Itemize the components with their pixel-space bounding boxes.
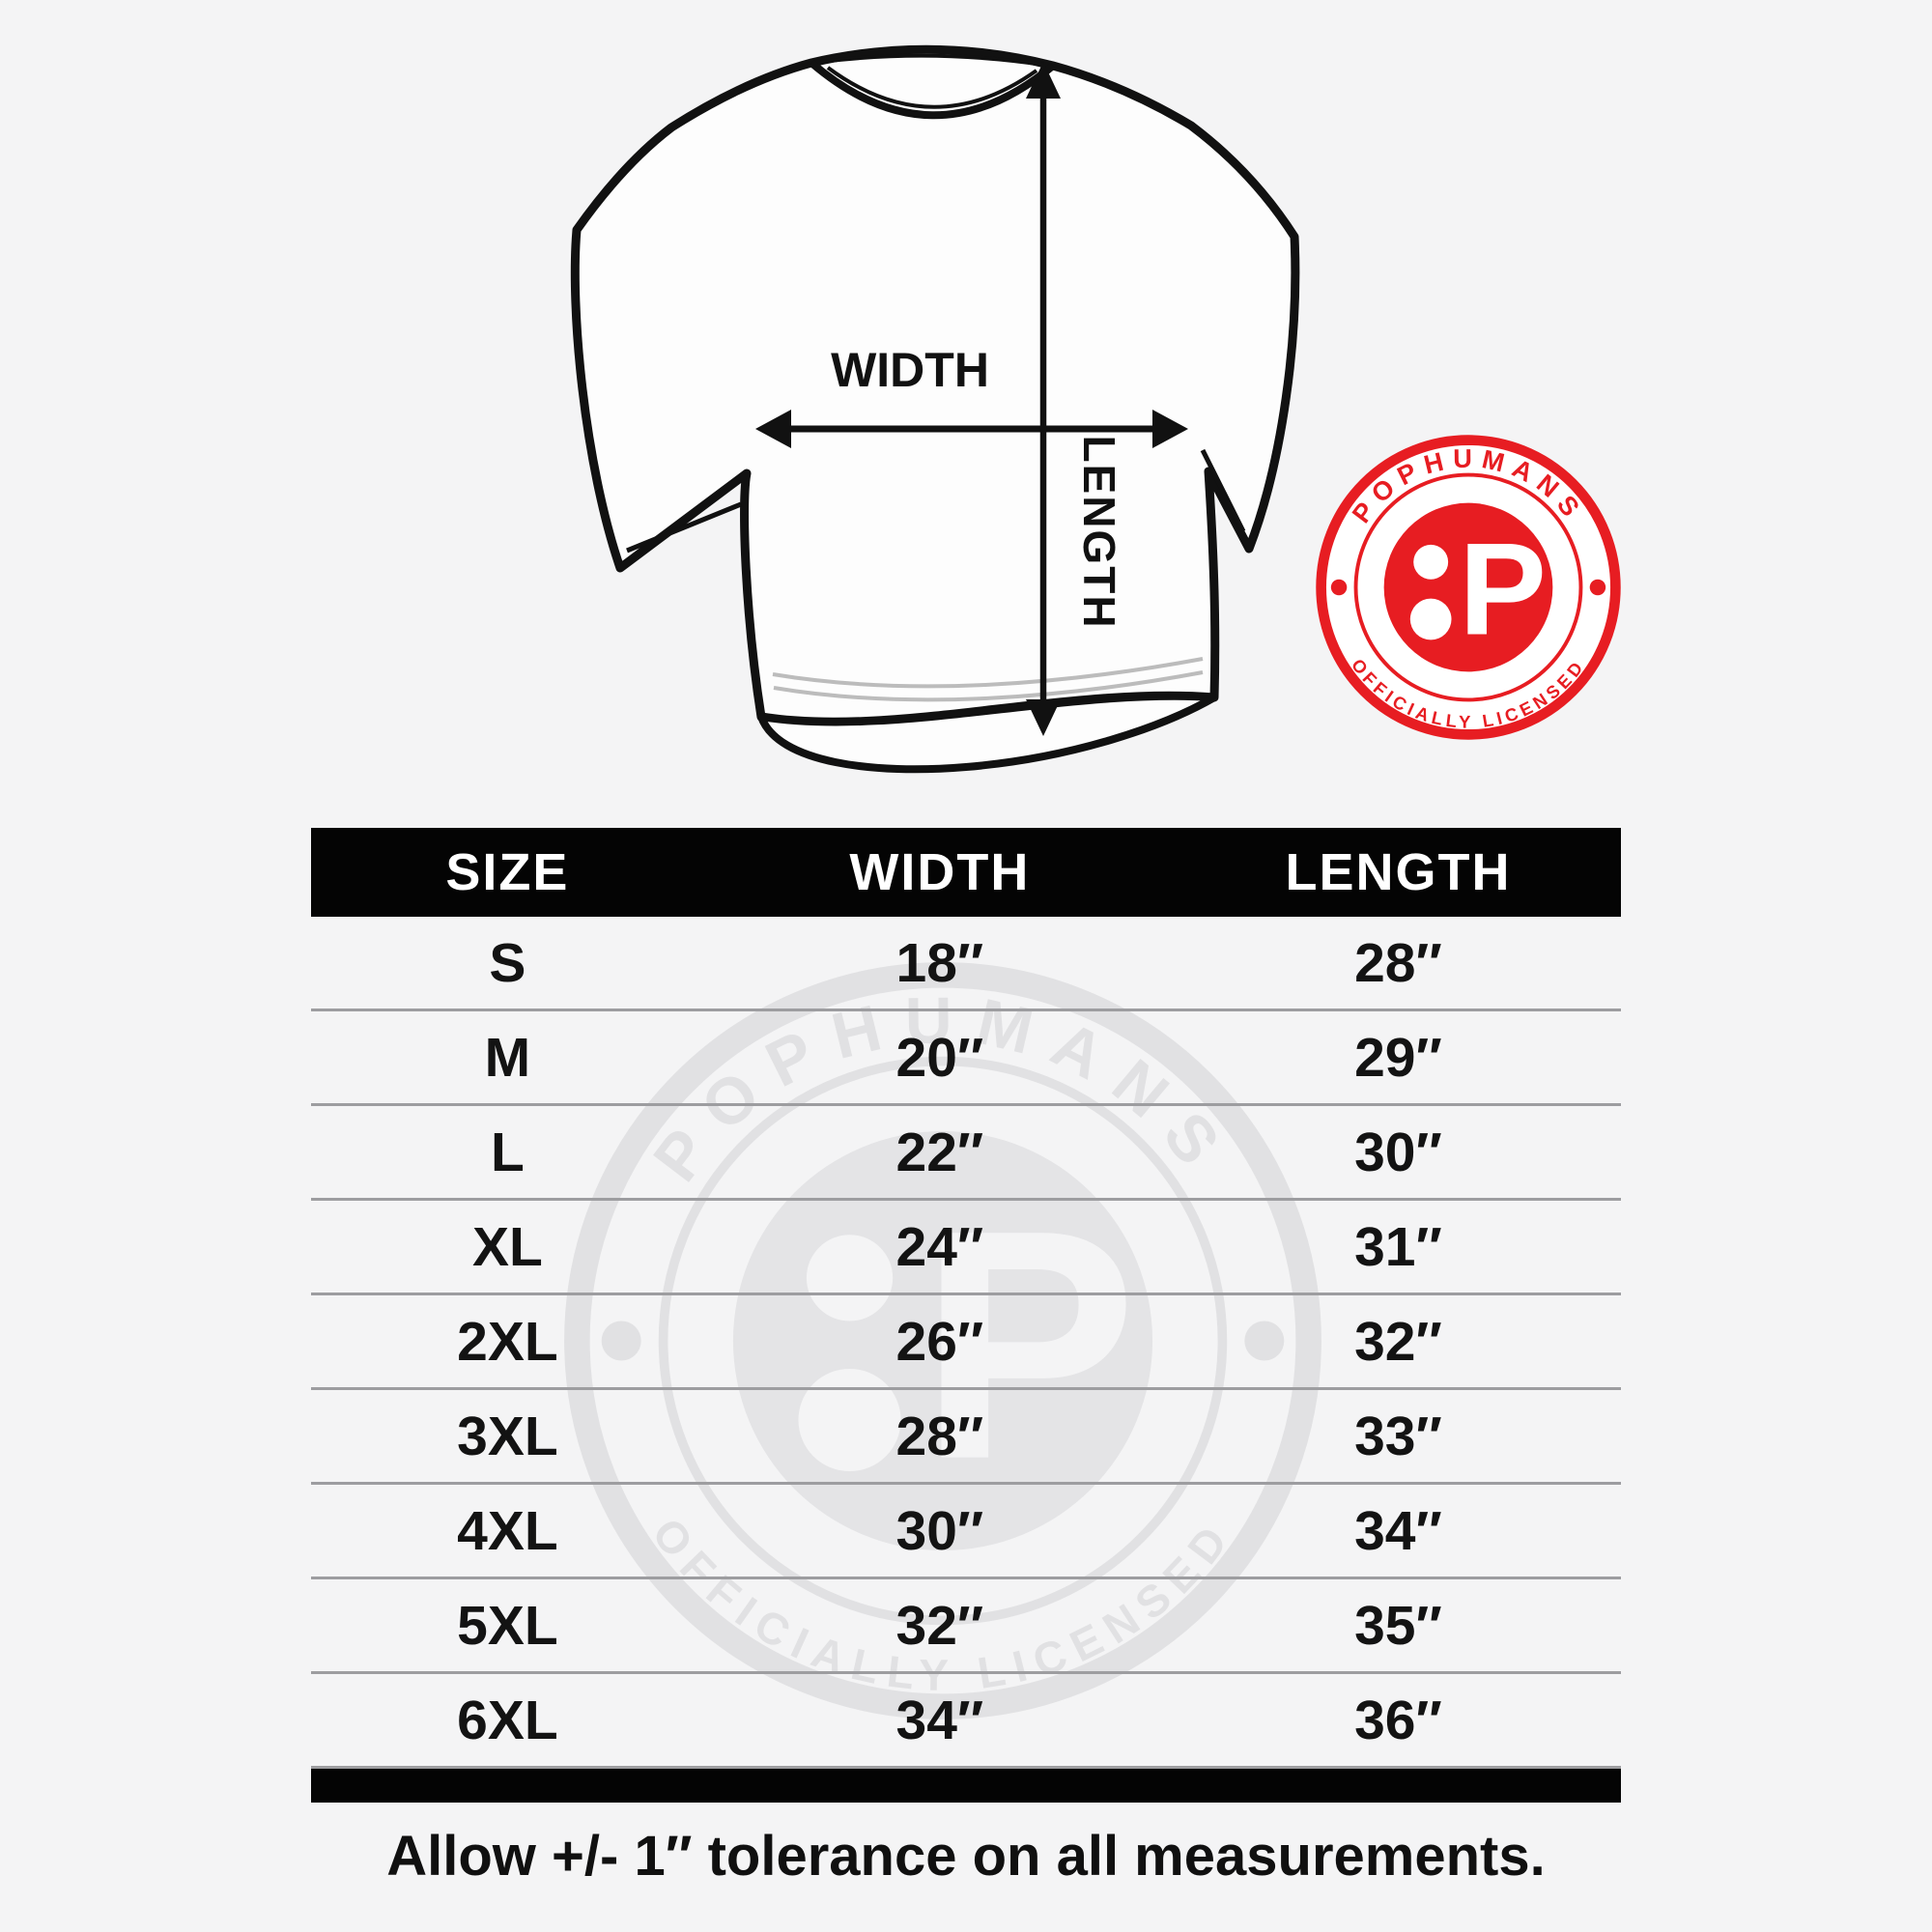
- length-cell: 36″: [1354, 1689, 1442, 1751]
- size-cell: M: [484, 1026, 531, 1089]
- width-cell: 18″: [895, 931, 984, 994]
- size-table-header: SIZE WIDTH LENGTH: [311, 828, 1621, 917]
- width-cell: 30″: [895, 1499, 984, 1562]
- width-cell: 34″: [895, 1689, 984, 1751]
- length-cell: 32″: [1354, 1310, 1442, 1373]
- length-cell: 28″: [1354, 931, 1442, 994]
- table-row: 3XL 28″ 33″: [311, 1390, 1621, 1485]
- length-measure-label: LENGTH: [1074, 435, 1124, 629]
- badge-colon-dot-bottom: [1409, 598, 1452, 640]
- watermark-inner-ring: [658, 1056, 1228, 1626]
- size-cell: XL: [471, 1215, 543, 1278]
- length-cell: 30″: [1354, 1121, 1442, 1183]
- size-cell: 2XL: [457, 1310, 558, 1373]
- watermark-monogram: P: [920, 1162, 1137, 1527]
- badge-inner-ring: [1353, 472, 1583, 702]
- length-cell: 33″: [1354, 1405, 1442, 1467]
- collar-ribbing: [820, 53, 1044, 109]
- table-row: L 22″ 30″: [311, 1106, 1621, 1201]
- size-cell: L: [490, 1121, 525, 1183]
- collar-outline: [809, 59, 1056, 120]
- length-cell: 29″: [1354, 1026, 1442, 1089]
- header-length: LENGTH: [1285, 843, 1512, 901]
- watermark-right-dot: [1244, 1321, 1285, 1361]
- table-row: 4XL 30″ 34″: [311, 1485, 1621, 1579]
- watermark-colon-dot-top: [806, 1235, 894, 1321]
- badge-left-dot: [1330, 579, 1348, 596]
- size-cell: 3XL: [457, 1405, 558, 1467]
- table-row: XL 24″ 31″: [311, 1201, 1621, 1295]
- length-cell: 35″: [1354, 1594, 1442, 1657]
- badge-colon-dot-top: [1413, 544, 1449, 580]
- width-cell: 32″: [895, 1594, 984, 1657]
- header-width: WIDTH: [849, 843, 1031, 901]
- table-bottom-bar: [311, 1769, 1621, 1803]
- watermark-colon-dot-bottom: [798, 1368, 901, 1472]
- badge-monogram: P: [1459, 516, 1547, 663]
- hem-stitch-lines: [772, 657, 1204, 702]
- tolerance-note: Allow +/- 1″ tolerance on all measuremen…: [386, 1825, 1546, 1888]
- length-arrow: [1026, 62, 1061, 736]
- size-cell: 6XL: [457, 1689, 558, 1751]
- width-cell: 20″: [895, 1026, 984, 1089]
- table-row: S 18″ 28″: [311, 917, 1621, 1011]
- pophumans-licensed-badge: POPHUMANS OFFICIALLY LICENSED P: [1316, 435, 1621, 740]
- width-cell: 28″: [895, 1405, 984, 1467]
- right-cuff-line: [1200, 448, 1246, 533]
- width-arrow: [755, 410, 1188, 448]
- left-cuff-line: [626, 501, 742, 554]
- length-cell: 31″: [1354, 1215, 1442, 1278]
- tshirt-diagram: WIDTH LENGTH: [570, 44, 1300, 774]
- size-cell: 4XL: [457, 1499, 558, 1562]
- tshirt-hem-fold: [757, 692, 1218, 774]
- size-table: SIZE WIDTH LENGTH S 18″ 28″ M 20″ 29″ L …: [311, 828, 1621, 1803]
- size-cell: 5XL: [457, 1594, 558, 1657]
- width-cell: 26″: [895, 1310, 984, 1373]
- badge-right-dot: [1589, 579, 1606, 596]
- table-row: 2XL 26″ 32″: [311, 1295, 1621, 1390]
- header-size: SIZE: [445, 843, 570, 901]
- watermark-outer-ring: [564, 962, 1321, 1719]
- width-cell: 22″: [895, 1121, 984, 1183]
- table-row: 6XL 34″ 36″: [311, 1674, 1621, 1769]
- pophumans-watermark-icon: POPHUMANS OFFICIALLY LICENSED P: [564, 962, 1321, 1719]
- size-cell: S: [489, 931, 526, 994]
- watermark-left-dot: [601, 1321, 641, 1361]
- length-cell: 34″: [1354, 1499, 1442, 1562]
- table-row: 5XL 32″ 35″: [311, 1579, 1621, 1674]
- width-measure-label: WIDTH: [831, 343, 989, 397]
- width-cell: 24″: [895, 1215, 984, 1278]
- table-row: M 20″ 29″: [311, 1011, 1621, 1106]
